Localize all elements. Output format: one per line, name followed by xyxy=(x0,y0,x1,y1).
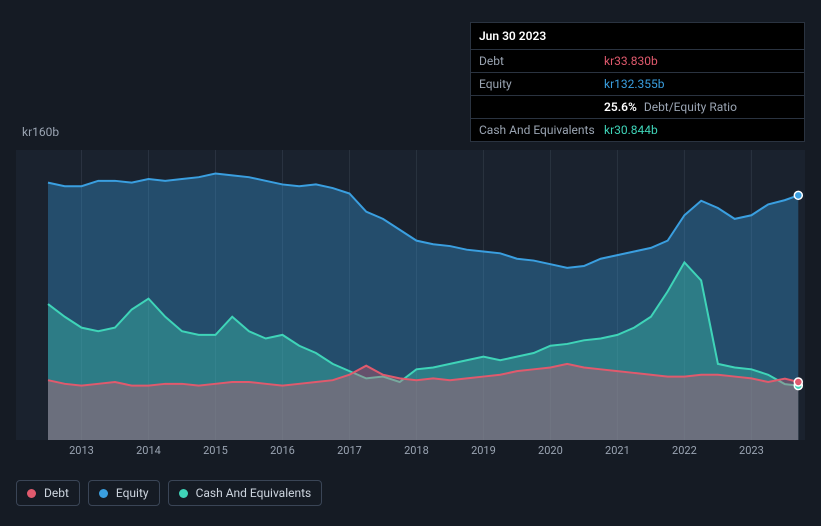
xtick-2013: 2013 xyxy=(69,444,94,457)
tooltip-label-ratio xyxy=(479,100,604,114)
tooltip-value-equity: kr132.355b xyxy=(604,77,665,91)
xtick-2018: 2018 xyxy=(404,444,429,457)
chart-svg xyxy=(16,150,805,440)
xtick-2022: 2022 xyxy=(672,444,697,457)
ratio-value: 25.6% xyxy=(604,100,637,114)
xaxis: 2013 2014 2015 2016 2017 2018 2019 2020 2021 2022… xyxy=(16,444,805,460)
legend-label-debt: Debt xyxy=(44,486,69,500)
xtick-2015: 2015 xyxy=(203,444,228,457)
xtick-2023: 2023 xyxy=(739,444,764,457)
tooltip-row-debt: Debt kr33.830b xyxy=(471,50,804,73)
tooltip-row-equity: Equity kr132.355b xyxy=(471,73,804,96)
legend-swatch-equity xyxy=(99,489,108,498)
ratio-label: Debt/Equity Ratio xyxy=(644,100,737,114)
xtick-2021: 2021 xyxy=(605,444,630,457)
legend-swatch-debt xyxy=(27,489,36,498)
tooltip-label-equity: Equity xyxy=(479,77,604,91)
xtick-2014: 2014 xyxy=(136,444,161,457)
tooltip-label-cash: Cash And Equivalents xyxy=(479,123,604,137)
marker-debt xyxy=(794,378,802,386)
xtick-2020: 2020 xyxy=(538,444,563,457)
legend-label-cash: Cash And Equivalents xyxy=(196,486,312,500)
marker-equity xyxy=(794,191,802,199)
legend-item-debt[interactable]: Debt xyxy=(16,480,80,506)
tooltip-label-debt: Debt xyxy=(479,54,604,68)
xtick-2019: 2019 xyxy=(471,444,496,457)
tooltip-value-debt: kr33.830b xyxy=(604,54,658,68)
tooltip-row-ratio: 25.6% Debt/Equity Ratio xyxy=(471,96,804,119)
legend-label-equity: Equity xyxy=(116,486,149,500)
tooltip-date: Jun 30 2023 xyxy=(471,23,804,50)
chart-tooltip: Jun 30 2023 Debt kr33.830b Equity kr132.… xyxy=(470,22,805,142)
tooltip-value-cash: kr30.844b xyxy=(604,123,658,137)
tooltip-row-cash: Cash And Equivalents kr30.844b xyxy=(471,119,804,141)
legend-item-cash[interactable]: Cash And Equivalents xyxy=(168,480,323,506)
xtick-2016: 2016 xyxy=(270,444,295,457)
legend: Debt Equity Cash And Equivalents xyxy=(16,480,322,506)
xtick-2017: 2017 xyxy=(337,444,362,457)
yaxis-label-top: kr160b xyxy=(22,125,59,139)
legend-item-equity[interactable]: Equity xyxy=(88,480,160,506)
legend-swatch-cash xyxy=(179,489,188,498)
chart-area[interactable] xyxy=(16,150,805,440)
tooltip-value-ratio: 25.6% Debt/Equity Ratio xyxy=(604,100,737,114)
